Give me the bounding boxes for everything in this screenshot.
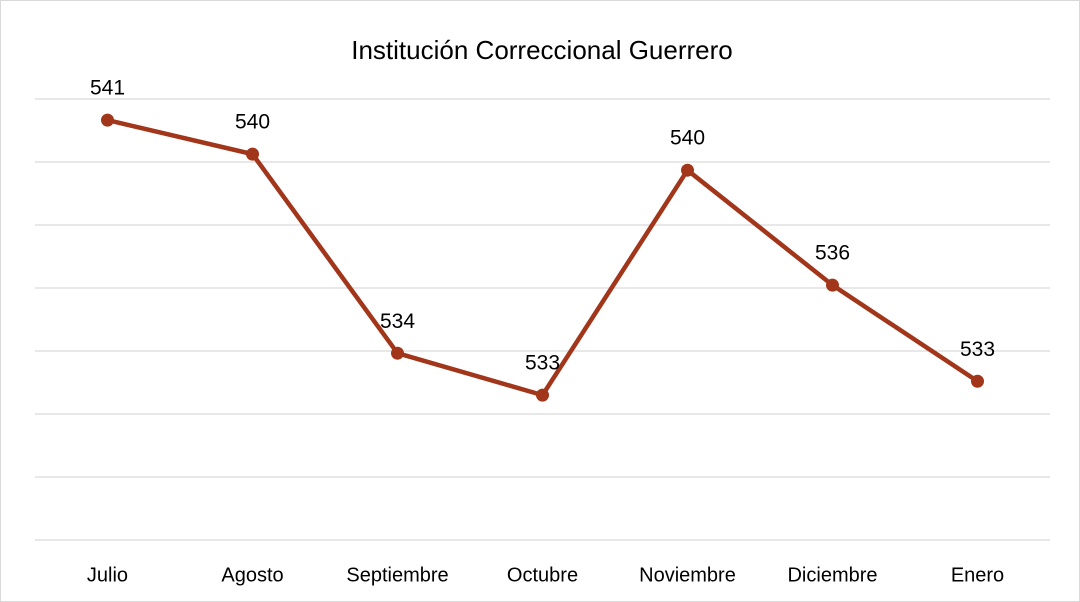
data-label: 533 bbox=[960, 338, 995, 361]
x-tick-label: Noviembre bbox=[639, 564, 736, 586]
point bbox=[246, 147, 259, 161]
point bbox=[101, 113, 114, 127]
point bbox=[826, 278, 839, 292]
data-label: 540 bbox=[235, 111, 270, 134]
x-tick-label: Agosto bbox=[221, 564, 283, 586]
data-label: 536 bbox=[815, 242, 850, 265]
x-tick-label: Octubre bbox=[507, 564, 578, 586]
data-label: 533 bbox=[525, 352, 560, 375]
point bbox=[971, 374, 984, 388]
x-tick-label: Septiembre bbox=[346, 564, 448, 586]
data-label: 534 bbox=[380, 310, 415, 333]
x-tick-label: Enero bbox=[951, 564, 1004, 586]
chart-title: Institución Correccional Guerrero bbox=[351, 35, 733, 65]
x-tick-label: Diciembre bbox=[787, 564, 877, 586]
point bbox=[391, 346, 404, 360]
data-label: 541 bbox=[90, 77, 125, 100]
point bbox=[536, 388, 549, 402]
point bbox=[681, 163, 694, 177]
x-tick-label: Julio bbox=[87, 564, 128, 586]
data-label: 540 bbox=[670, 127, 705, 150]
